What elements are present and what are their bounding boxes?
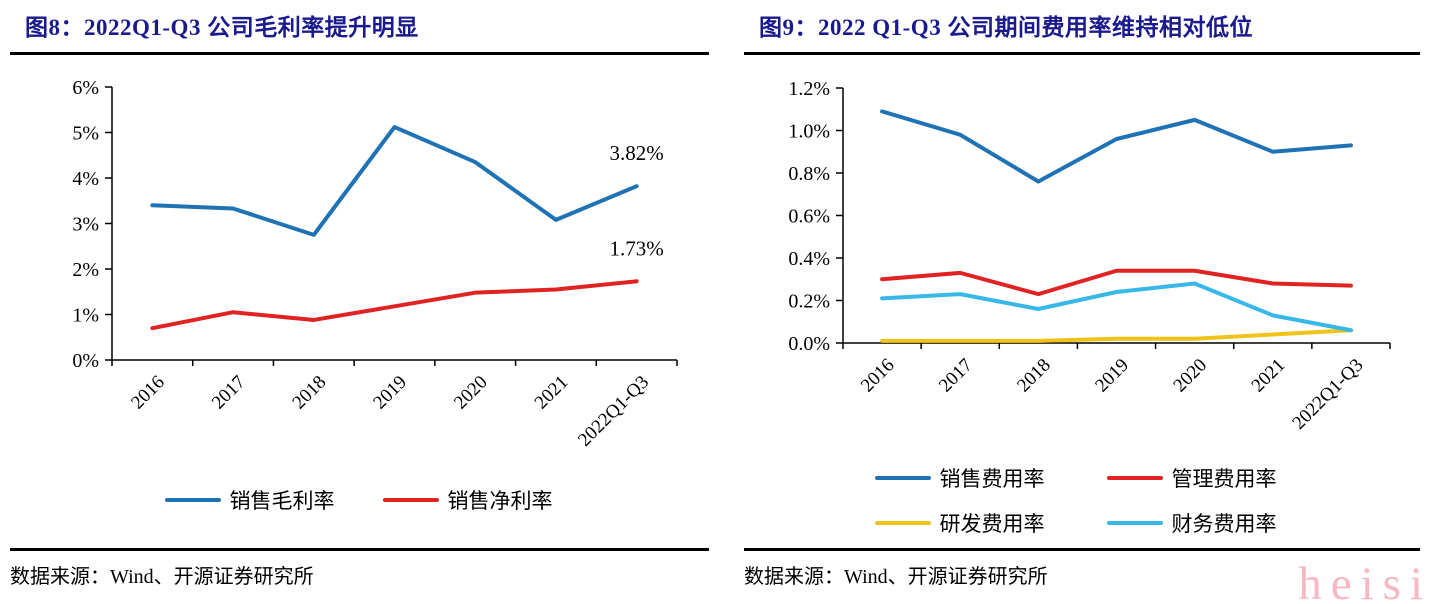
x-category-label: 2020 <box>450 372 492 414</box>
legend-label: 管理费用率 <box>1171 467 1277 491</box>
x-category-label: 2018 <box>289 372 331 414</box>
x-category-label: 2019 <box>1091 355 1133 397</box>
figure-title-block: 图9：2022 Q1-Q3 公司期间费用率维持相对低位 <box>744 10 1420 55</box>
figure-title: 图8：2022Q1-Q3 公司毛利率提升明显 <box>25 15 419 40</box>
legend-item: 财务费用率 <box>1106 508 1277 538</box>
legend-item: 研发费用率 <box>874 508 1045 538</box>
x-category-label: 2022Q1-Q3 <box>1288 355 1367 434</box>
legend-item: 销售净利率 <box>382 485 553 515</box>
legend-line-marker <box>164 498 221 502</box>
figure-panel-gross-margin: 图8：2022Q1-Q3 公司毛利率提升明显 0% 1% 2% 3% 4% 5% 6% 201… <box>0 10 717 604</box>
y-tick-label: 0.2% <box>788 291 830 313</box>
figure-panel-expense-ratio: 图9：2022 Q1-Q3 公司期间费用率维持相对低位 0.0% 0.2% 0.4%… <box>717 0 1434 604</box>
watermark: heisi <box>1298 558 1432 604</box>
x-category-label: 2022Q1-Q3 <box>574 372 653 451</box>
y-tick-label: 0.4% <box>788 248 830 270</box>
series-line-0 <box>150 125 639 237</box>
x-category-label: 2019 <box>369 372 411 414</box>
x-category-label: 2021 <box>1248 355 1290 397</box>
legend-label: 研发费用率 <box>939 512 1045 536</box>
legend-label: 财务费用率 <box>1171 512 1277 536</box>
figure-title-block: 图8：2022Q1-Q3 公司毛利率提升明显 <box>10 10 709 55</box>
expense-line-chart: 0.0% 0.2% 0.4% 0.6% 0.8% 1.0% 1.2% 2016 2017 2018… <box>788 78 1391 434</box>
x-category-label: 2017 <box>208 372 250 414</box>
data-source-label: 数据来源：Wind、开源证券研究所 <box>744 566 1048 588</box>
y-tick-label: 3% <box>72 214 99 236</box>
legend-item: 销售费用率 <box>874 463 1045 493</box>
y-tick-label: 1.0% <box>788 121 830 143</box>
legend-line-marker <box>874 521 931 525</box>
y-tick-label: 2% <box>72 259 99 281</box>
chart-legend: 销售费用率 管理费用率 研发费用率 财务费用率 <box>717 463 1434 538</box>
series-line-3 <box>880 281 1353 333</box>
y-tick-label: 5% <box>72 123 99 145</box>
x-category-label: 2017 <box>935 355 977 397</box>
legend-label: 销售净利率 <box>447 489 553 513</box>
x-category-label: 2021 <box>531 372 573 414</box>
series-line-2 <box>880 328 1353 343</box>
series-line-1 <box>150 279 639 331</box>
data-source-footer: 数据来源：Wind、开源证券研究所 <box>744 548 1420 604</box>
data-point-label: 1.73% <box>610 236 664 260</box>
legend-item: 销售毛利率 <box>164 485 335 515</box>
y-tick-label: 1% <box>72 305 99 327</box>
legend-line-marker <box>382 498 439 502</box>
y-tick-label: 0% <box>72 350 99 372</box>
y-tick-label: 4% <box>72 168 99 190</box>
y-tick-label: 6% <box>72 77 99 99</box>
legend-line-marker <box>1106 476 1163 480</box>
legend-line-marker <box>874 476 931 480</box>
data-point-label: 3.82% <box>610 141 664 165</box>
data-source-footer: 数据来源：Wind、开源证券研究所 <box>10 548 709 604</box>
figure-title: 图9：2022 Q1-Q3 公司期间费用率维持相对低位 <box>759 15 1253 40</box>
series-line-1 <box>880 268 1353 297</box>
legend-line-marker <box>1106 521 1163 525</box>
legend-label: 销售费用率 <box>939 467 1045 491</box>
y-tick-label: 1.2% <box>788 78 830 100</box>
y-tick-label: 0.6% <box>788 206 830 228</box>
chart-legend: 销售毛利率 销售净利率 <box>0 485 717 515</box>
data-source-label: 数据来源：Wind、开源证券研究所 <box>10 566 314 588</box>
x-category-label: 2018 <box>1013 355 1055 397</box>
series-line-0 <box>880 109 1353 184</box>
y-tick-label: 0.0% <box>788 333 830 355</box>
x-category-label: 2016 <box>857 355 899 397</box>
margin-line-chart: 0% 1% 2% 3% 4% 5% 6% 2016 2017 2018 2019 2020 2021 20… <box>72 77 678 451</box>
y-tick-label: 0.8% <box>788 163 830 185</box>
x-category-label: 2016 <box>127 372 169 414</box>
legend-label: 销售毛利率 <box>229 489 335 513</box>
legend-item: 管理费用率 <box>1106 463 1277 493</box>
x-category-label: 2020 <box>1169 355 1211 397</box>
